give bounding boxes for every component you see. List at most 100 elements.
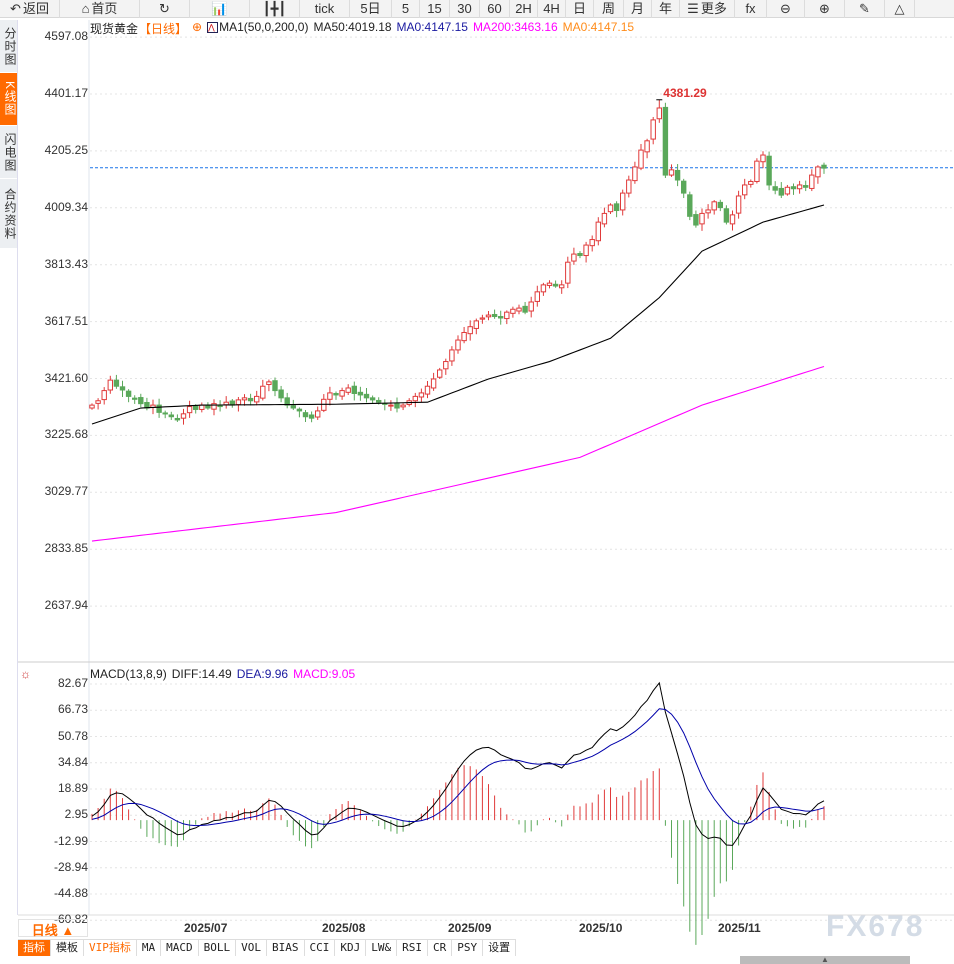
macd-settings-icon[interactable]: ☼ — [20, 667, 31, 681]
toolbar: ↶ 返回 ⌂ 首页 ↻ 📊 ┃╋┃ tick 5日 5 15 30 60 2H 4H 日周月年 ☰ 更多 fx ⊖ ⊕ ✎… — [0, 0, 954, 18]
back-arrow-icon-button[interactable]: ↶ 返回 — [0, 0, 60, 18]
indicator-tab-设置[interactable]: 设置 — [483, 940, 517, 956]
candle — [632, 161, 638, 184]
candle — [748, 179, 754, 188]
period-5日-button[interactable]: 5日 — [350, 0, 392, 18]
menu-icon-button[interactable]: ☰ 更多 — [680, 0, 735, 18]
zoom-out-icon-button[interactable]: ⊖ — [767, 0, 805, 18]
candle — [705, 204, 711, 219]
period-2H-button[interactable]: 2H — [510, 0, 538, 18]
bar-chart-icon-button[interactable]: 📊 — [190, 0, 250, 18]
candle — [205, 402, 211, 410]
candle — [699, 208, 705, 231]
sidebar-tab-2[interactable]: 闪电图 — [0, 126, 17, 179]
candle — [803, 180, 809, 192]
candle — [241, 394, 248, 406]
toolbar-label: 5日 — [360, 1, 381, 16]
candle — [211, 399, 217, 416]
indicator-tab-cci[interactable]: CCI — [305, 940, 336, 956]
period-5-button[interactable]: 5 — [392, 0, 420, 18]
zoom-in-icon-button[interactable]: ⊕ — [805, 0, 845, 18]
ma50-value: MA50:4019.18 — [313, 20, 392, 34]
candle — [455, 335, 461, 354]
period-日-button[interactable]: 日 — [566, 0, 594, 18]
period-周-button[interactable]: 周 — [594, 0, 624, 18]
candle — [162, 410, 168, 419]
indicator-tab-指标[interactable]: 指标 — [18, 940, 51, 956]
candle — [784, 184, 791, 196]
pen-icon-button[interactable]: ✎ — [845, 0, 885, 18]
refresh-icon-button[interactable]: ↻ — [140, 0, 190, 18]
candle — [174, 414, 181, 422]
toolbar-label: tick — [314, 1, 335, 16]
toolbar-label: 15 — [427, 1, 442, 16]
settings-icon[interactable]: ⊕ — [192, 20, 203, 34]
period-selector[interactable]: 日线 ▲ — [18, 919, 88, 938]
candle — [199, 402, 205, 413]
x-tick-label: 2025/11 — [718, 921, 761, 935]
candle — [254, 390, 260, 406]
candle — [113, 374, 120, 389]
macd-y-tick-label: 82.67 — [57, 676, 88, 690]
toolbar-label: △ — [894, 1, 905, 16]
home-icon-button[interactable]: ⌂ 首页 — [60, 0, 140, 18]
toolbar-label: ⊕ — [819, 1, 830, 16]
toolbar-label: 首页 — [91, 1, 118, 16]
candle — [778, 182, 784, 199]
sidebar-tab-3[interactable]: 合约资料 — [0, 179, 17, 249]
candle — [711, 200, 717, 215]
x-tick-label: 2025/09 — [448, 921, 492, 935]
ma-indicator-icon[interactable]: ⋀ — [207, 22, 219, 33]
indicator-tab-psy[interactable]: PSY — [452, 940, 484, 956]
ma50-line — [91, 204, 825, 425]
candle — [327, 386, 333, 406]
candles-icon-button[interactable]: ┃╋┃ — [250, 0, 300, 18]
indicator-tab-cr[interactable]: CR — [428, 940, 453, 956]
triangle-icon-button[interactable]: △ — [885, 0, 915, 18]
period-30-button[interactable]: 30 — [450, 0, 480, 18]
sidebar-tab-0[interactable]: 分时图 — [0, 20, 17, 73]
candle — [388, 400, 394, 411]
candle — [229, 399, 236, 408]
candle — [577, 251, 583, 259]
candle — [101, 387, 107, 405]
candle — [687, 191, 693, 221]
period-4H-button[interactable]: 4H — [538, 0, 566, 18]
candle — [796, 180, 803, 194]
toolbar-label: ⊖ — [780, 1, 791, 16]
candle — [735, 190, 742, 219]
candle — [473, 318, 480, 335]
indicator-tab-boll[interactable]: BOLL — [199, 940, 237, 956]
candle — [351, 381, 358, 401]
refresh-icon: ↻ — [159, 1, 170, 16]
indicator-tab-vip指标[interactable]: VIP指标 — [84, 940, 137, 956]
dea-line — [91, 708, 825, 827]
indicator-tab-macd[interactable]: MACD — [161, 940, 199, 956]
period-15-button[interactable]: 15 — [420, 0, 450, 18]
sidebar-tab-1[interactable]: K线图 — [0, 73, 17, 126]
candle — [546, 280, 553, 289]
indicator-tab-模板[interactable]: 模板 — [51, 940, 84, 956]
candle — [766, 151, 772, 191]
period-月-button[interactable]: 月 — [624, 0, 652, 18]
fx-icon-button[interactable]: fx — [735, 0, 767, 18]
period-年-button[interactable]: 年 — [652, 0, 680, 18]
collapse-handle[interactable]: ▲ — [740, 956, 910, 964]
period-60-button[interactable]: 60 — [480, 0, 510, 18]
indicator-tab-ma[interactable]: MA — [137, 940, 162, 956]
period-tick-button[interactable]: tick — [300, 0, 350, 18]
indicator-tab-kdj[interactable]: KDJ — [335, 940, 367, 956]
candle — [583, 241, 589, 263]
macd-y-tick-label: 18.89 — [57, 781, 88, 796]
candle — [528, 296, 534, 318]
indicator-tab-vol[interactable]: VOL — [236, 940, 267, 956]
indicator-tab-rsi[interactable]: RSI — [397, 940, 428, 956]
indicator-tab-lw&[interactable]: LW& — [366, 940, 398, 956]
candle — [308, 411, 315, 423]
candle — [278, 385, 284, 403]
candle — [772, 181, 778, 195]
candle — [693, 210, 699, 228]
candle — [485, 311, 492, 321]
indicator-tab-bias[interactable]: BIAS — [267, 940, 305, 956]
